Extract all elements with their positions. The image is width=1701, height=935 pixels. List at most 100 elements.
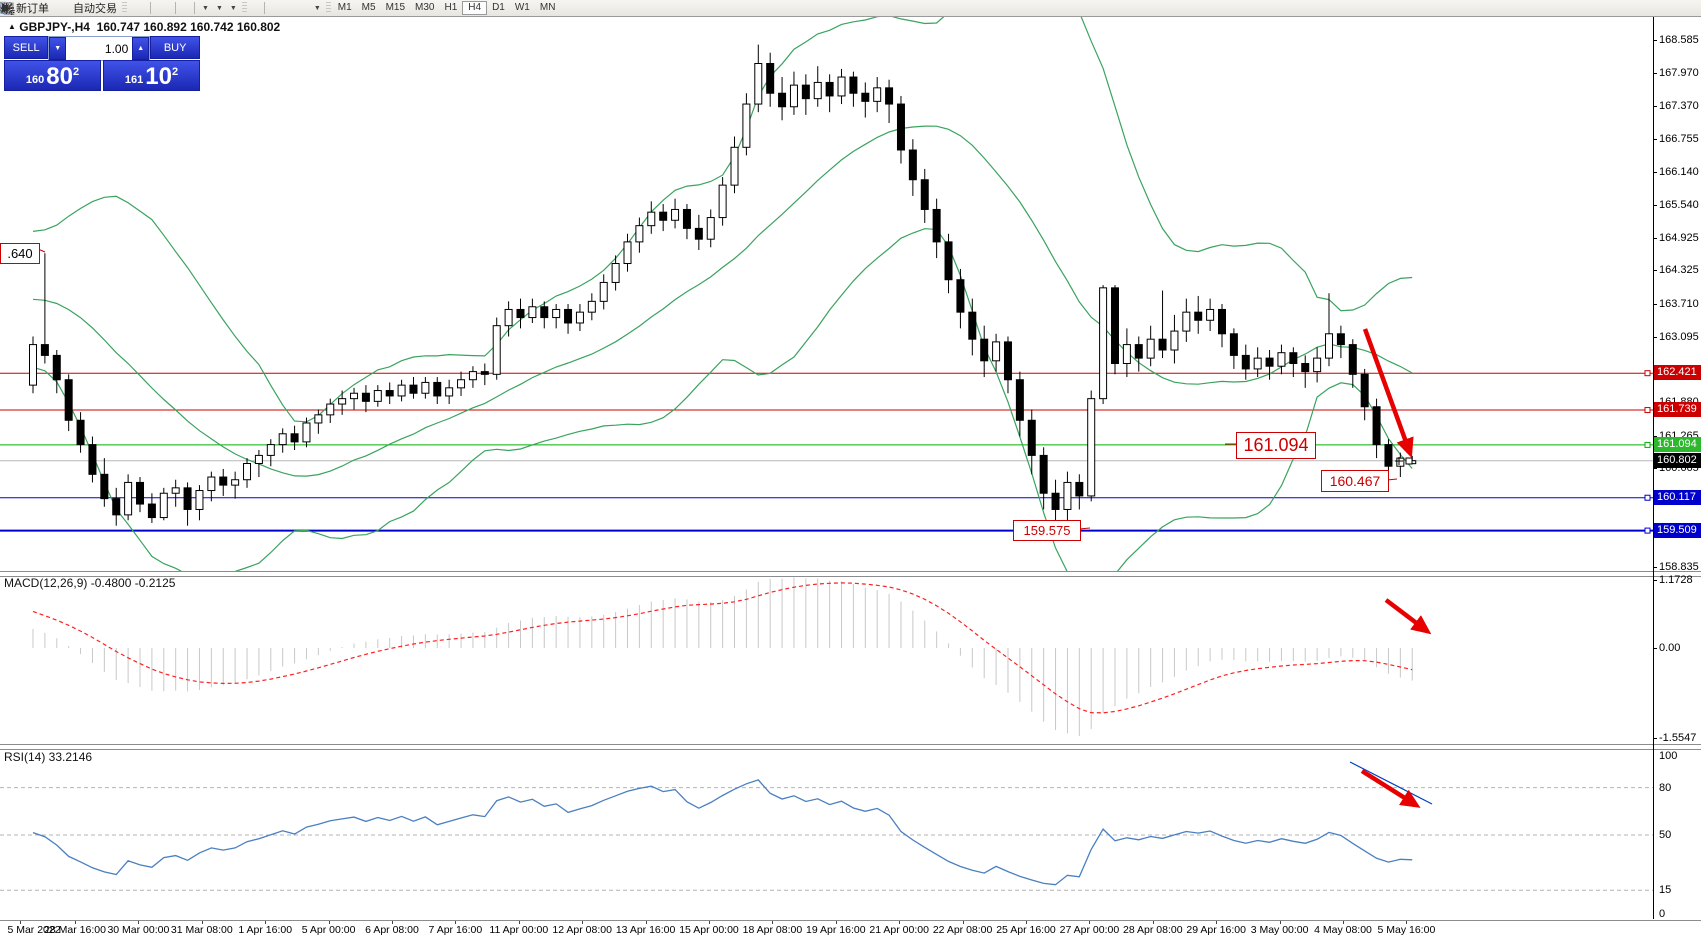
symbol-timeframe-label: GBPJPY-,H4 [19, 20, 90, 34]
timeframe-button-d1[interactable]: D1 [492, 2, 505, 13]
bollinger-middle-band[interactable] [32, 125, 1413, 477]
templates-button[interactable]: ▼ [0, 1, 240, 16]
chart-line-button[interactable] [0, 1, 147, 16]
candle-body [564, 308, 573, 324]
price-tick-label: 163.710 [1659, 297, 1699, 310]
price-annotation-box-161094[interactable]: 161.094 [1236, 432, 1316, 459]
buy-button[interactable]: BUY [150, 36, 200, 59]
candle-body [302, 422, 311, 443]
candle-body [575, 311, 584, 324]
arrows-tool-button[interactable]: ▼ [1, 1, 324, 16]
candle-body [290, 433, 299, 443]
autotrading-button[interactable]: 自动交易 [0, 1, 120, 16]
price-tick-dash [1653, 138, 1657, 140]
one-click-trading-panel: SELL ▼ ▲ BUY 160 80 2 161 10 2 [4, 36, 200, 91]
candle-body [385, 390, 394, 397]
time-axis-label: 27 Apr 00:00 [1059, 924, 1120, 935]
time-axis-label: 1 Apr 16:00 [238, 924, 293, 935]
timeframe-button-m1[interactable]: M1 [337, 2, 352, 13]
crosshair-tool-button[interactable] [1, 1, 261, 16]
rsi-indicator-label: RSI(14) 33.2146 [4, 750, 93, 764]
time-axis-label: 21 Apr 00:00 [869, 924, 929, 935]
toolbar-end-handle-icon[interactable] [2, 1, 1701, 16]
chart-header: ▲ GBPJPY-,H4 160.747 160.892 160.742 160… [8, 20, 280, 34]
ohlc-close: 160.802 [236, 20, 281, 34]
fibonacci-tool-button[interactable]: F [1, 1, 298, 16]
candle-body [1206, 308, 1215, 321]
timeframe-button-mn[interactable]: MN [539, 2, 556, 13]
candle-body [1313, 357, 1322, 373]
periods-button[interactable]: ▼ [0, 1, 226, 16]
time-axis-tick [455, 921, 457, 924]
lot-decrease-button[interactable]: ▼ [49, 37, 67, 60]
candle-body [1301, 363, 1310, 373]
candle-body [1075, 481, 1084, 497]
time-axis-label: 28 Mar 16:00 [44, 924, 106, 935]
candle-body [659, 211, 668, 221]
macd-panel-canvas[interactable] [0, 575, 1653, 745]
price-annotation-box-159575[interactable]: 159.575 [1013, 520, 1081, 541]
time-axis[interactable]: 5 Mar 2022 28 Mar 16:00 30 Mar 00:00 31 Mar… [0, 920, 1701, 935]
time-axis-tick [1216, 921, 1218, 924]
lot-size-input[interactable] [66, 37, 133, 60]
candle-body [1241, 354, 1250, 370]
lot-increase-button[interactable]: ▲ [132, 37, 150, 60]
time-axis-tick [392, 921, 393, 924]
candle-body [1039, 454, 1048, 494]
candle-body [40, 344, 49, 356]
candle-body [873, 87, 882, 102]
tile-windows-button[interactable] [1, 1, 172, 16]
buy-price-display[interactable]: 161 10 2 [103, 60, 200, 91]
candle-body [885, 87, 894, 105]
collapse-triangle-icon[interactable]: ▲ [8, 22, 16, 31]
time-axis-tick [645, 921, 647, 924]
candle-body [1218, 308, 1226, 335]
toolbar: 新订单 自动交易 [0, 0, 1701, 17]
candle-body [1003, 341, 1012, 381]
candle-body [1158, 338, 1167, 351]
timeframe-button-h4[interactable]: H4 [462, 1, 488, 15]
time-axis-label: 6 Apr 08:00 [365, 924, 419, 935]
candle-body [445, 387, 454, 397]
price-annotation-box-640[interactable]: .640 [0, 243, 40, 264]
rsi-axis-label: 15 [1659, 884, 1672, 897]
price-annotation-box-160467[interactable]: 160.467 [1321, 470, 1389, 492]
candle-body [671, 208, 680, 221]
time-axis-label: 18 Apr 08:00 [742, 924, 803, 935]
bollinger-lower-band[interactable] [32, 228, 1413, 572]
candle-body [468, 371, 477, 381]
candle-body [730, 146, 739, 186]
auto-scroll-button[interactable] [0, 1, 191, 16]
timeframe-button-m30[interactable]: M30 [415, 2, 435, 13]
indicators-button[interactable]: ▼ [0, 1, 212, 16]
bollinger-upper-band[interactable] [32, 16, 1413, 423]
candle-body [1063, 481, 1072, 510]
indicators-dropdown-arrow: ▼ [202, 4, 209, 12]
timeframe-button-m15[interactable]: M15 [385, 2, 406, 13]
new-order-button[interactable]: 新订单 [0, 1, 52, 16]
candle-body [29, 344, 37, 386]
macd-panel-separator[interactable] [0, 571, 1701, 577]
sell-button[interactable]: SELL [4, 36, 49, 59]
timeframe-button-h1[interactable]: H1 [444, 2, 458, 13]
time-axis-label: 19 Apr 16:00 [806, 924, 866, 935]
timeframe-button-w1[interactable]: W1 [514, 2, 530, 13]
macd-signal-line[interactable] [32, 582, 1413, 714]
price-tick-dash [1653, 435, 1657, 437]
candle-body [908, 149, 917, 181]
rsi-line[interactable] [32, 779, 1413, 886]
time-axis-label: 5 May 16:00 [1377, 924, 1436, 935]
time-axis-tick [1089, 921, 1091, 924]
candle-body [682, 208, 691, 229]
candle-body [76, 419, 85, 446]
sell-price-display[interactable]: 160 80 2 [4, 60, 101, 91]
main-chart-canvas[interactable] [0, 16, 1653, 572]
timeframe-button-m5[interactable]: M5 [361, 2, 376, 13]
rsi-panel-separator[interactable] [0, 744, 1701, 750]
rsi-panel-canvas[interactable] [0, 748, 1653, 918]
time-axis-tick [20, 921, 21, 924]
candle-body [231, 479, 240, 486]
rsi-axis-label: 50 [1659, 829, 1672, 841]
candle-body [457, 379, 466, 389]
